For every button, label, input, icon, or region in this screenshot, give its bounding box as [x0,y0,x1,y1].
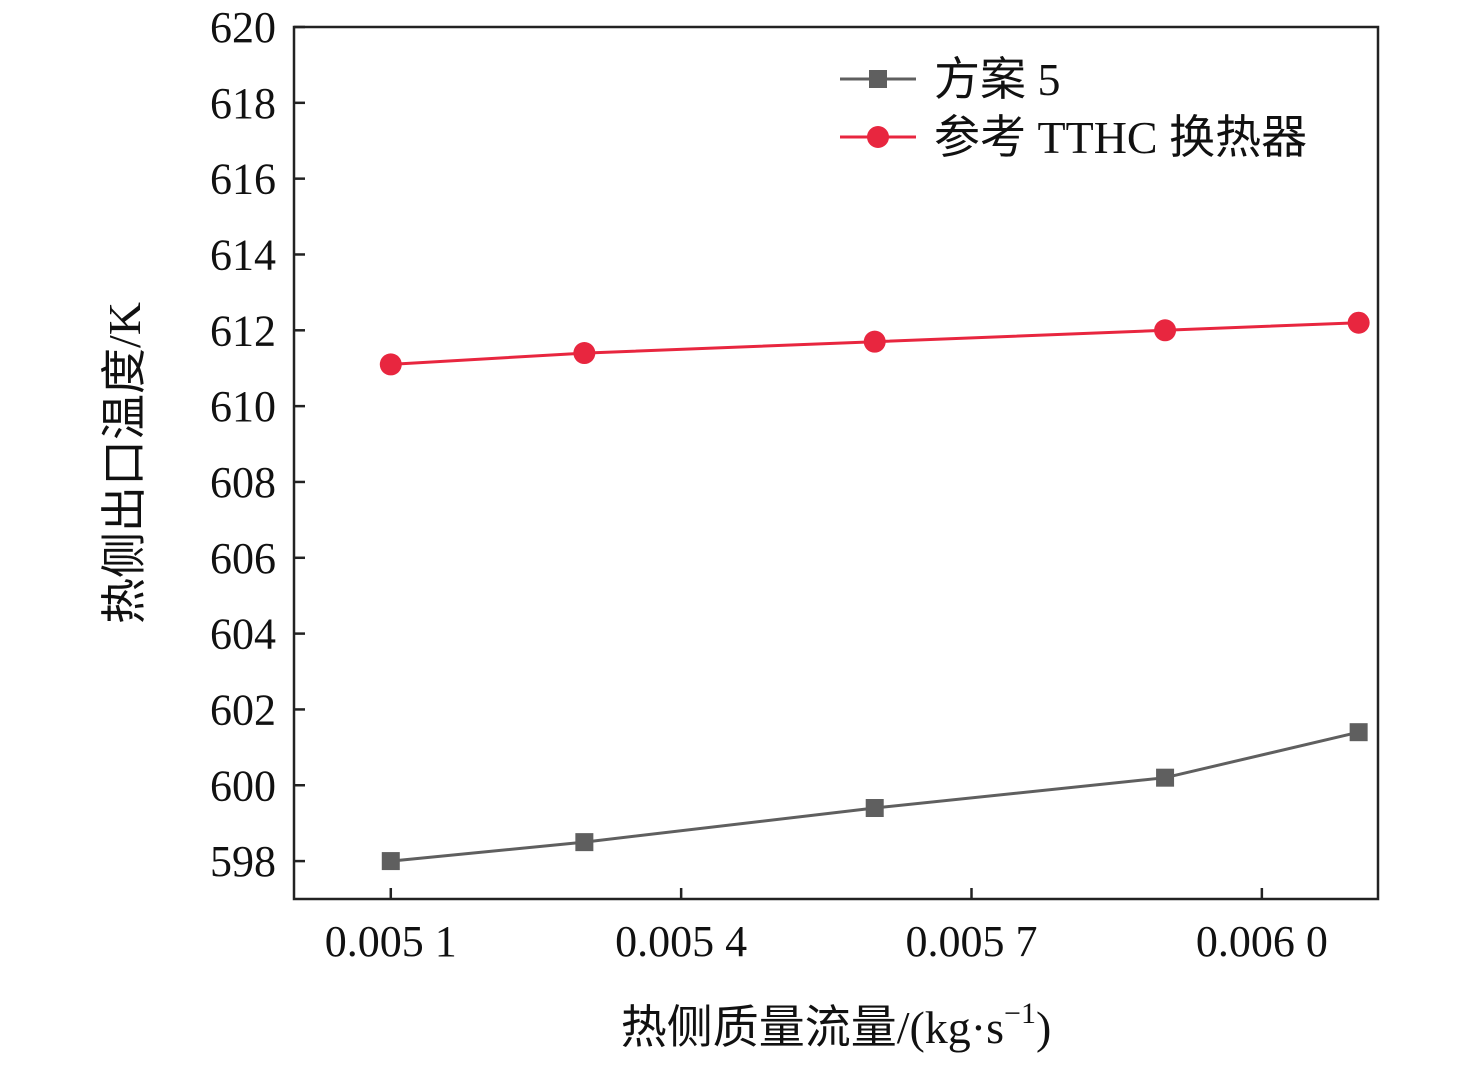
data-point-circle [573,342,596,365]
series-line [390,730,1359,863]
data-point-square [1156,768,1175,787]
legend-entry-scheme5: 方案 5 [840,54,1061,105]
y-tick-label: 600 [210,761,276,810]
x-tick-label: 0.005 4 [615,917,747,966]
legend-circle-marker [867,126,889,148]
y-tick-label: 610 [210,382,276,431]
x-tick-label: 0.006 0 [1196,917,1328,966]
series-0 [381,723,1368,871]
y-tick-label: 620 [210,3,276,52]
y-tick-label: 618 [210,79,276,128]
y-axis-title: 热侧出口温度/K [99,302,150,624]
y-tick-label: 602 [210,685,276,734]
y-tick-label: 604 [210,610,276,659]
data-point-circle [1347,311,1370,334]
x-axis-title-exponent: −1 [1004,997,1036,1030]
legend-label-scheme5: 方案 5 [934,54,1061,105]
x-axis-title-tail: ) [1036,1002,1051,1053]
series-layer [379,311,1370,871]
legend-entry-reference-tthc: 参考 TTHC 换热器 [840,112,1307,163]
y-tick-label: 606 [210,534,276,583]
data-point-square [575,833,594,852]
legend: 方案 5 参考 TTHC 换热器 [840,54,1307,163]
x-tick-label: 0.005 1 [325,917,457,966]
plot-frame [292,25,1380,901]
y-tick-label: 608 [210,458,276,507]
x-axis-title: 热侧质量流量/(kg·s−1) [621,997,1052,1053]
data-point-circle [379,353,402,376]
data-point-circle [863,330,886,353]
legend-square-marker [869,70,887,88]
ticks-layer: 598 600 602 604 606 608 610 612 614 616 618 620 0.00… [210,3,1328,966]
data-point-square [1349,723,1368,742]
data-point-square [865,799,884,818]
y-tick-label: 614 [210,230,276,279]
x-tick-label: 0.005 7 [906,917,1038,966]
series-1 [379,311,1370,376]
data-point-square [381,852,400,871]
x-axis-title-main: 热侧质量流量/(kg·s [621,1002,1004,1053]
y-tick-label: 612 [210,306,276,355]
y-tick-label: 598 [210,837,276,886]
y-tick-label: 616 [210,155,276,204]
data-point-circle [1154,319,1177,342]
legend-label-reference-tthc: 参考 TTHC 换热器 [934,112,1307,163]
